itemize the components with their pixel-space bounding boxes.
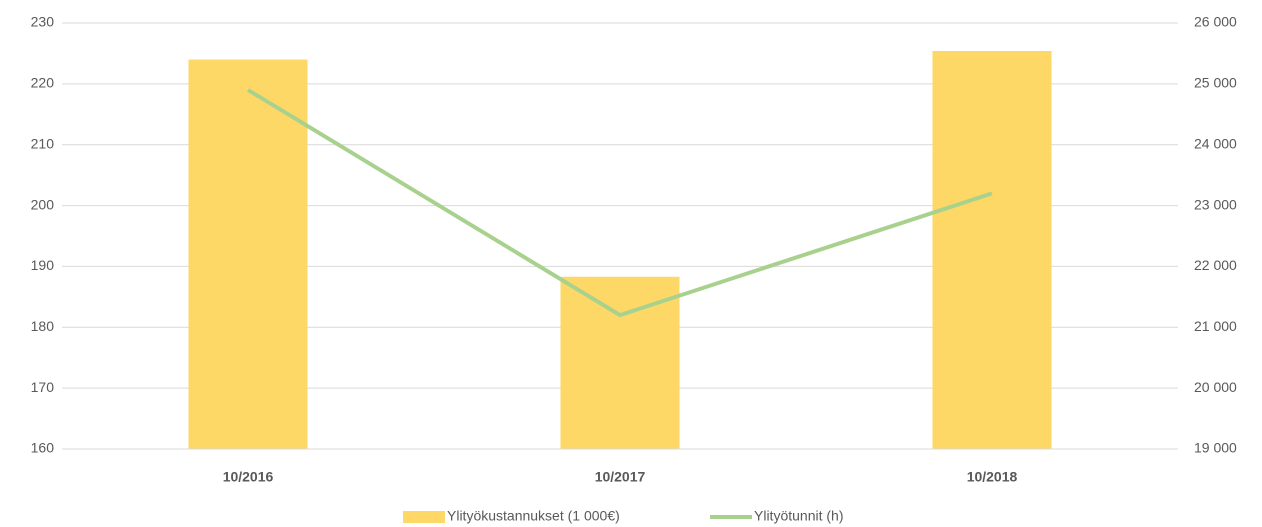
- y-tick-label: 220: [31, 75, 55, 91]
- y-tick-label: 170: [31, 379, 55, 395]
- legend-label: Ylityötunnit (h): [754, 508, 843, 524]
- bar: [932, 50, 1052, 449]
- y-tick-label: 180: [31, 318, 55, 334]
- y2-tick-label: 23 000: [1194, 196, 1237, 212]
- y2-tick-label: 22 000: [1194, 257, 1237, 273]
- y2-tick-label: 21 000: [1194, 318, 1237, 334]
- y-tick-label: 190: [31, 257, 55, 273]
- x-tick-label: 10/2017: [595, 469, 646, 485]
- y-tick-label: 230: [31, 14, 55, 30]
- y2-tick-label: 20 000: [1194, 379, 1237, 395]
- legend-label: Ylityökustannukset (1 000€): [447, 508, 620, 524]
- bar: [188, 59, 308, 450]
- y-tick-label: 160: [31, 440, 55, 456]
- line: [246, 88, 993, 318]
- y2-tick-label: 24 000: [1194, 135, 1237, 151]
- y-tick-label: 200: [31, 196, 55, 212]
- bar: [560, 276, 680, 449]
- legend-swatch: [403, 511, 445, 523]
- y2-tick-label: 26 000: [1194, 14, 1237, 30]
- y2-tick-label: 25 000: [1194, 75, 1237, 91]
- y2-tick-label: 19 000: [1194, 440, 1237, 456]
- x-tick-label: 10/2018: [967, 469, 1018, 485]
- x-tick-label: 10/2016: [223, 469, 274, 485]
- y-tick-label: 210: [31, 135, 55, 151]
